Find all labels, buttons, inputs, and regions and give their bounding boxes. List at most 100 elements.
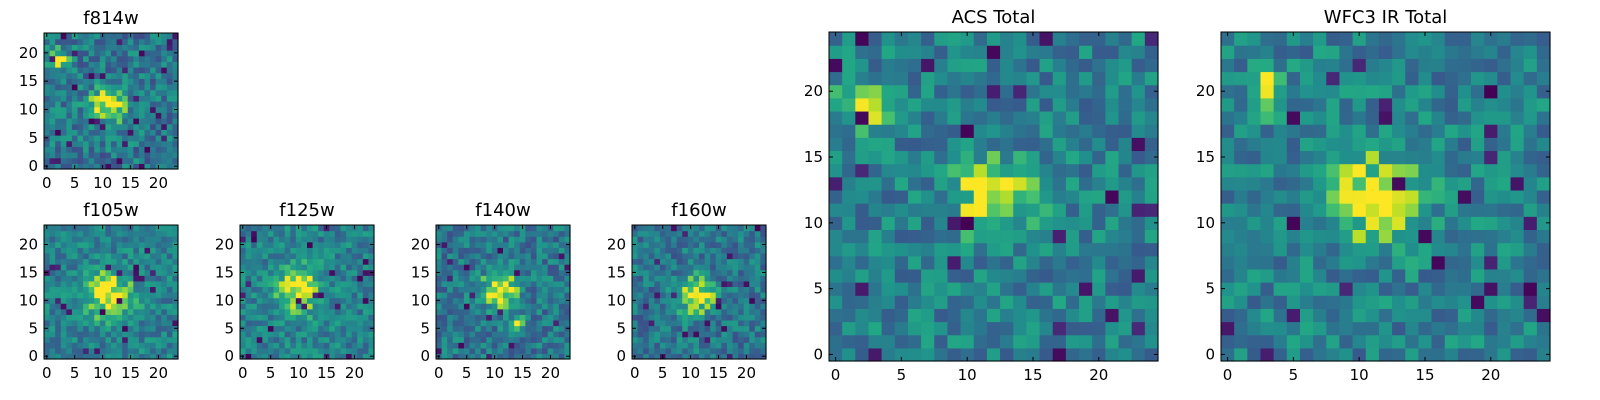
heatmap-cell	[1260, 124, 1275, 138]
heatmap-cell	[1260, 150, 1275, 165]
heatmap-cell	[743, 308, 750, 315]
heatmap-cell	[671, 230, 678, 237]
heatmap-cell	[94, 118, 101, 125]
heatmap-cell	[133, 331, 140, 338]
heatmap-cell	[49, 258, 56, 265]
heatmap-cell	[732, 280, 739, 288]
heatmap-cell	[273, 241, 280, 248]
heatmap-cell	[155, 38, 162, 45]
heatmap-cell	[486, 353, 493, 360]
panel-title: f125w	[279, 200, 334, 221]
heatmap-cell	[133, 140, 140, 147]
heatmap-cell	[105, 67, 112, 74]
heatmap-cells	[240, 225, 375, 360]
heatmap-cell	[240, 342, 247, 349]
heatmap-cell	[947, 229, 962, 244]
heatmap-cell	[138, 163, 146, 170]
heatmap-cell	[514, 314, 521, 321]
heatmap-cell	[279, 303, 286, 310]
heatmap-cell	[530, 258, 538, 265]
heatmap-cell	[94, 325, 101, 332]
heatmap-cell	[273, 252, 280, 260]
heatmap-cell	[659, 252, 667, 260]
heatmap-cell	[947, 216, 962, 230]
heatmap-cell	[116, 152, 123, 159]
heatmap-cell	[362, 225, 370, 232]
heatmap-cell	[290, 241, 297, 248]
heatmap-cell	[138, 118, 146, 125]
heatmap-cell	[357, 325, 364, 332]
heatmap-cell	[1013, 255, 1027, 270]
x-tick-label: 15	[121, 174, 140, 192]
heatmap-cell	[1326, 268, 1341, 283]
heatmap-cell	[497, 247, 504, 254]
heatmap-cell	[682, 258, 689, 265]
heatmap-cell	[921, 203, 935, 217]
heatmap-cell	[111, 135, 118, 142]
heatmap-cell	[267, 336, 275, 343]
heatmap-cell	[519, 314, 526, 321]
heatmap-cell	[155, 101, 162, 108]
heatmap-cell	[894, 84, 909, 99]
heatmap-cell	[1079, 347, 1093, 362]
heatmap-cell	[1247, 97, 1262, 112]
heatmap-cell	[693, 230, 700, 237]
heatmap-cell	[251, 308, 258, 315]
heatmap-cell	[284, 252, 291, 260]
heatmap-cell	[693, 252, 700, 260]
heatmap-cell	[284, 347, 291, 355]
heatmap-cell	[77, 252, 84, 260]
heatmap-cell	[1013, 137, 1027, 152]
heatmap-cell	[351, 314, 358, 321]
heatmap-cell	[760, 331, 767, 338]
heatmap-cell	[986, 176, 1001, 191]
heatmap-cell	[161, 61, 168, 68]
heatmap-cell	[346, 319, 353, 327]
heatmap-cell	[1273, 216, 1288, 230]
heatmap-cell	[665, 347, 672, 355]
heatmap-cell	[77, 236, 84, 243]
heatmap-cell	[514, 292, 521, 299]
heatmap-cell	[738, 241, 745, 248]
heatmap-cell	[329, 247, 336, 254]
heatmap-cell	[60, 38, 67, 45]
heatmap-cell	[295, 230, 303, 237]
heatmap-cell	[715, 241, 722, 248]
heatmap-cell	[486, 303, 493, 310]
heatmap-cell	[491, 331, 499, 338]
heatmap-cell	[94, 308, 101, 315]
heatmap-cell	[55, 280, 62, 288]
heatmap-cell	[637, 252, 644, 260]
heatmap-cell	[88, 84, 95, 91]
heatmap-cell	[251, 264, 258, 271]
heatmap-cell	[452, 241, 459, 248]
x-tick-label: 5	[462, 364, 472, 382]
heatmap-cell	[60, 50, 67, 57]
heatmap-cell	[1273, 32, 1288, 46]
heatmap-cell	[105, 292, 112, 299]
heatmap-cell	[122, 118, 129, 125]
heatmap-cell	[83, 252, 90, 260]
heatmap-cell	[88, 297, 95, 304]
heatmap-cell	[1352, 163, 1367, 178]
heatmap-cell	[558, 258, 566, 265]
heatmap-cell	[77, 269, 84, 276]
heatmap-cell	[166, 112, 174, 119]
heatmap-cell	[659, 325, 667, 332]
heatmap-cell	[318, 275, 325, 282]
heatmap-cell	[1026, 308, 1041, 323]
heatmap-cell	[1299, 110, 1314, 125]
heatmap-cell	[558, 314, 566, 321]
y-tick-label: 15	[1196, 148, 1215, 166]
heatmap-cell	[1523, 176, 1538, 191]
heatmap-cell	[122, 331, 129, 338]
heatmap-cell	[99, 286, 107, 293]
heatmap-cell	[519, 236, 526, 243]
heatmap-cell	[290, 280, 297, 288]
heatmap-cell	[251, 347, 258, 355]
heatmap-cell	[682, 314, 689, 321]
heatmap-cell	[564, 286, 571, 293]
heatmap-cell	[166, 325, 174, 332]
heatmap-cell	[1000, 268, 1014, 283]
heatmap-cell	[682, 280, 689, 288]
